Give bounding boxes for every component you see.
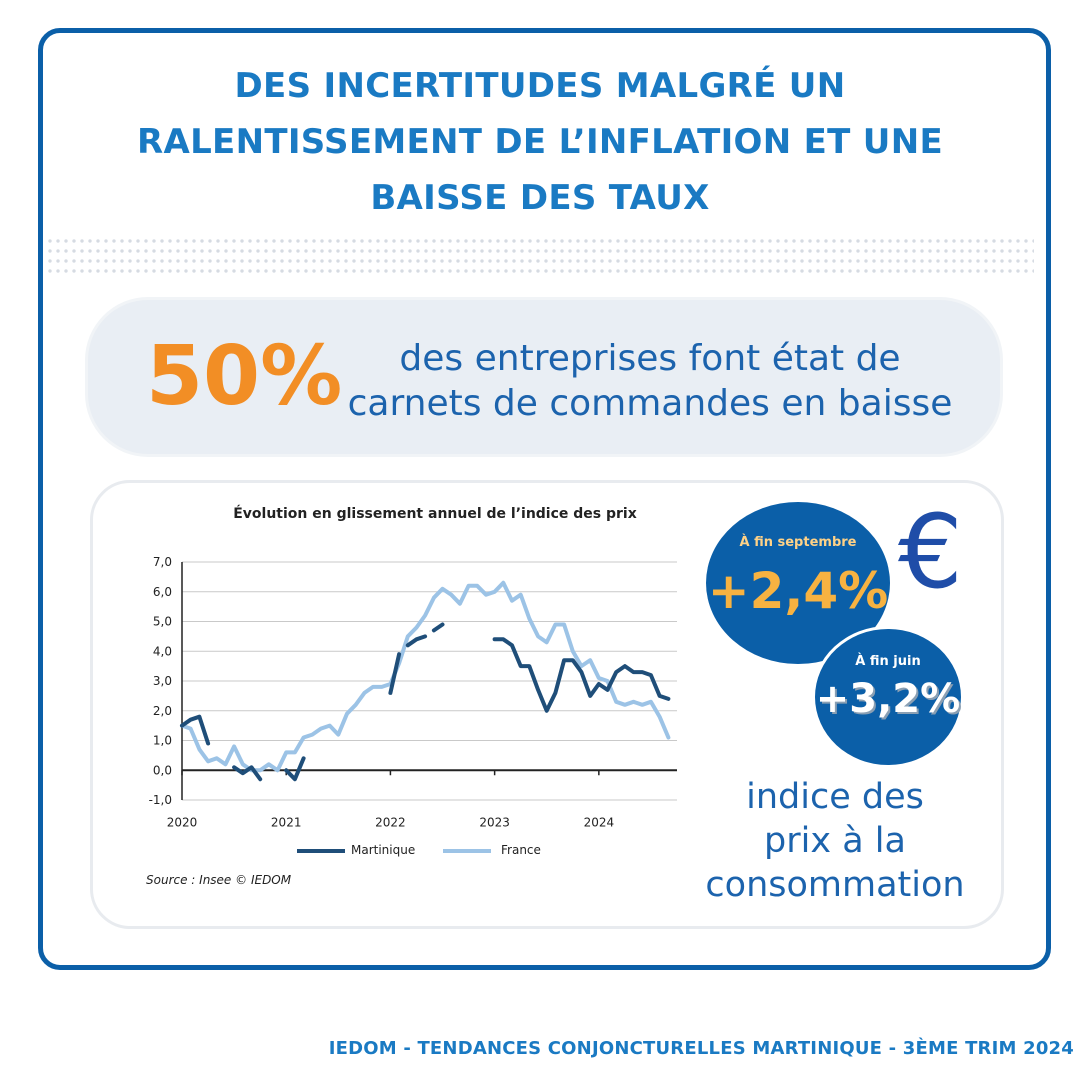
cpi-label: indice des prix à la consommation — [690, 775, 980, 907]
title-line: BAISSE DES TAUX — [370, 178, 710, 218]
chart-title: Évolution en glissement annuel de l’indi… — [233, 506, 637, 522]
y-axis: 7,0 6,0 5,0 4,0 3,0 2,0 1,0 0,0 -1,0 — [149, 555, 183, 807]
chart-series — [180, 580, 671, 782]
stat-description: des entreprises font état de carnets de … — [340, 336, 960, 426]
cpi-label-line: consommation — [705, 865, 965, 905]
june-value: +3,2% — [815, 676, 961, 722]
cpi-label-line: prix à la — [764, 821, 906, 861]
chart-grid — [182, 561, 677, 801]
y-tick-label: 6,0 — [153, 585, 172, 599]
legend-swatch-martinique — [297, 849, 345, 853]
x-axis: 2020 2021 2022 2023 2024 — [167, 769, 677, 829]
x-tick-label: 2021 — [271, 815, 302, 829]
y-tick-label: 1,0 — [153, 734, 172, 748]
september-value: +2,4% — [707, 562, 889, 620]
june-bubble: À fin juin +3,2% — [812, 626, 964, 768]
footer-text: IEDOM - TENDANCES CONJONCTURELLES MARTIN… — [328, 1038, 1074, 1059]
stat-description-line: carnets de commandes en baisse — [347, 383, 953, 424]
series-line-martinique — [431, 622, 445, 633]
series-line-martinique — [492, 637, 671, 713]
y-tick-label: -1,0 — [149, 793, 172, 807]
series-line-france — [180, 580, 671, 773]
x-tick-label: 2023 — [479, 815, 510, 829]
x-tick-label: 2020 — [167, 815, 198, 829]
euro-icon: € — [898, 493, 963, 612]
y-tick-label: 3,0 — [153, 674, 172, 688]
legend-swatch-france — [443, 849, 491, 853]
x-tick-label: 2022 — [375, 815, 406, 829]
stat-panel — [88, 300, 1000, 454]
page-title: DES INCERTITUDES MALGRÉ UN RALENTISSEMEN… — [60, 58, 1020, 226]
series-line-martinique — [232, 765, 263, 782]
chart-source: Source : Insee © IEDOM — [146, 873, 292, 887]
legend-label-martinique: Martinique — [351, 843, 416, 857]
series-line-martinique — [180, 714, 211, 746]
y-tick-label: 5,0 — [153, 615, 172, 629]
stat-percentage: 50% — [146, 329, 343, 424]
cpi-label-line: indice des — [746, 777, 924, 817]
june-caption: À fin juin — [855, 654, 921, 669]
y-tick-label: 7,0 — [153, 555, 172, 569]
series-line-martinique — [284, 756, 306, 782]
x-tick-label: 2024 — [584, 815, 615, 829]
y-tick-label: 4,0 — [153, 644, 172, 658]
title-line: RALENTISSEMENT DE L’INFLATION ET UNE — [137, 122, 943, 162]
series-line-martinique — [405, 634, 428, 648]
legend-label-france: France — [501, 843, 541, 857]
stat-description-line: des entreprises font état de — [399, 338, 901, 379]
inflation-line-chart: 7,06,05,04,03,02,01,00,0-1,0 2020 2021 202… — [149, 555, 677, 829]
september-caption: À fin septembre — [739, 535, 857, 550]
y-tick-label: 2,0 — [153, 704, 172, 718]
series-line-martinique — [388, 652, 402, 695]
y-tick-label: 0,0 — [153, 763, 172, 777]
september-bubble: À fin septembre +2,4% — [706, 502, 890, 664]
dotted-divider — [46, 236, 1034, 276]
title-line: DES INCERTITUDES MALGRÉ UN — [234, 66, 846, 106]
